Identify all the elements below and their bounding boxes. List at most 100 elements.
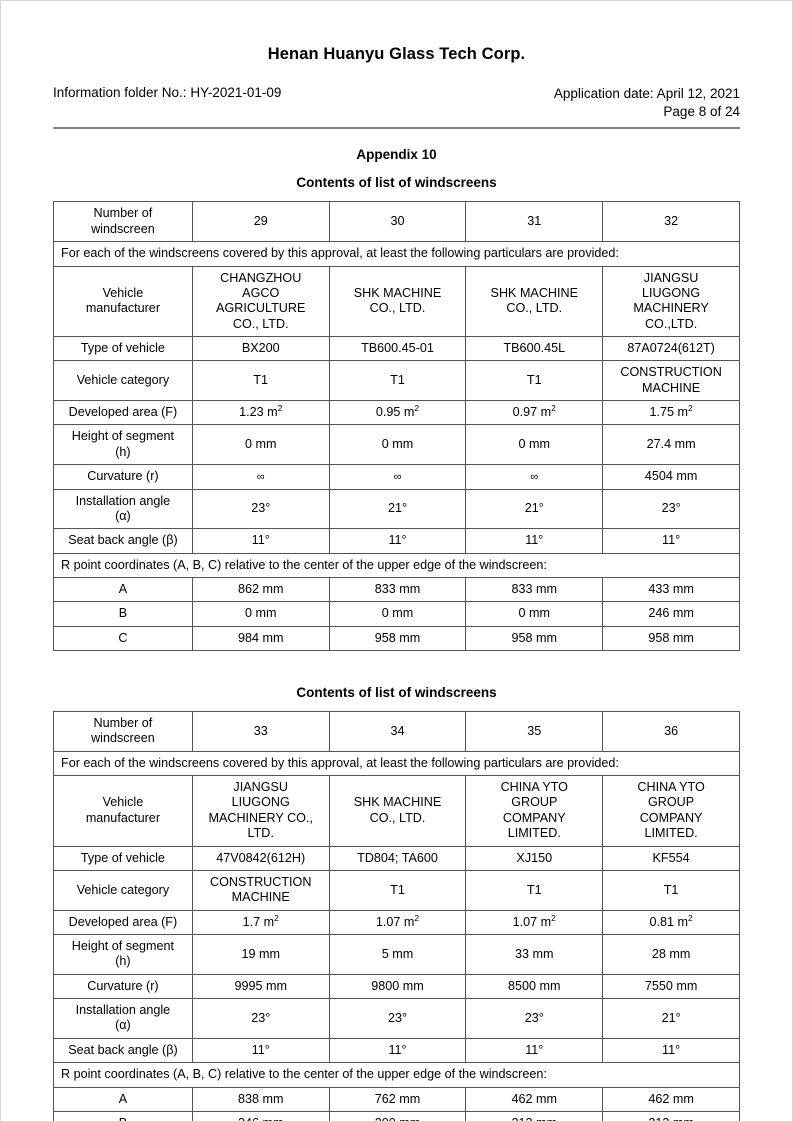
table-row-a: A 862 mm 833 mm 833 mm 433 mm bbox=[53, 576, 740, 603]
table-row-manufacturer: Vehicle manufacturer JIANGSU LIUGONG MACHIN… bbox=[53, 775, 740, 847]
cell-c-4: 958 mm bbox=[602, 625, 740, 652]
row-label-curvature: Curvature (r) bbox=[53, 973, 193, 1000]
table-row-height: Height of segment (h) 0 mm 0 mm 0 mm 27.4… bbox=[53, 424, 740, 466]
cell-install-angle-2: 21° bbox=[328, 488, 467, 530]
company-title: Henan Huanyu Glass Tech Corp. bbox=[267, 45, 526, 63]
cell-area-1: 1.7 m2 bbox=[191, 909, 330, 935]
row-label-install-angle: Installation angle (α) bbox=[53, 488, 193, 530]
table-caption-1: Contents of list of windscreens bbox=[296, 175, 497, 191]
cell-seat-angle-4: 11° bbox=[602, 1037, 740, 1064]
row-rpoint-note: R point coordinates (A, B, C) relative t… bbox=[53, 552, 740, 578]
table-row-type: Type of vehicle 47V0842(612H) TD804; TA6… bbox=[53, 845, 740, 871]
appendix-title: Appendix 10 bbox=[356, 147, 437, 163]
windscreen-table-1: Number of windscreen 29 30 31 32 For each… bbox=[53, 201, 740, 652]
cell-c-1: 984 mm bbox=[191, 625, 330, 652]
cell-category-4: CONSTRUCTION MACHINE bbox=[602, 360, 740, 402]
table-row-rpoint-note: R point coordinates (A, B, C) relative t… bbox=[53, 552, 740, 578]
cell-type-1: BX200 bbox=[191, 335, 330, 362]
row-label-manufacturer: Vehicle manufacturer bbox=[53, 775, 193, 847]
cell-install-angle-4: 23° bbox=[602, 488, 740, 530]
table-caption-2: Contents of list of windscreens bbox=[296, 685, 497, 701]
row-label-c: C bbox=[53, 625, 193, 652]
cell-manufacturer-1: JIANGSU LIUGONG MACHINERY CO., LTD. bbox=[191, 775, 330, 847]
table-row-install-angle: Installation angle (α) 23° 21° 21° 23° bbox=[53, 488, 740, 530]
meta-right-block: Application date: April 12, 2021 Page 8 … bbox=[554, 85, 740, 121]
cell-curvature-4: 7550 mm bbox=[602, 973, 740, 1000]
cell-number-1: 29 bbox=[191, 201, 330, 243]
cell-number-1: 33 bbox=[191, 711, 330, 752]
table-row-b: B 0 mm 0 mm 0 mm 246 mm bbox=[53, 601, 740, 627]
row-label-number: Number of windscreen bbox=[53, 711, 193, 752]
row-label-b: B bbox=[53, 1110, 193, 1121]
cell-a-1: 838 mm bbox=[191, 1086, 330, 1112]
table-row-number: Number of windscreen 29 30 31 32 bbox=[53, 201, 740, 243]
cell-manufacturer-3: SHK MACHINE CO., LTD. bbox=[465, 265, 604, 337]
cell-b-3: 212 mm bbox=[465, 1110, 604, 1121]
cell-number-2: 30 bbox=[328, 201, 467, 243]
table-row-c: C 984 mm 958 mm 958 mm 958 mm bbox=[53, 625, 740, 652]
header-divider bbox=[53, 127, 740, 130]
cell-height-3: 33 mm bbox=[465, 933, 604, 975]
cell-seat-angle-3: 11° bbox=[465, 528, 604, 554]
cell-manufacturer-2: SHK MACHINE CO., LTD. bbox=[328, 775, 467, 847]
cell-number-3: 35 bbox=[465, 711, 604, 752]
table-row-install-angle: Installation angle (α) 23° 23° 23° 21° bbox=[53, 998, 740, 1039]
row-label-manufacturer: Vehicle manufacturer bbox=[53, 265, 193, 337]
table-row-a: A 838 mm 762 mm 462 mm 462 mm bbox=[53, 1086, 740, 1112]
row-label-a: A bbox=[53, 576, 193, 603]
cell-category-2: T1 bbox=[328, 869, 467, 911]
cell-a-4: 433 mm bbox=[602, 576, 740, 603]
cell-category-1: CONSTRUCTION MACHINE bbox=[191, 869, 330, 911]
cell-install-angle-3: 23° bbox=[465, 998, 604, 1039]
cell-a-3: 462 mm bbox=[465, 1086, 604, 1112]
row-label-type: Type of vehicle bbox=[53, 335, 193, 362]
cell-area-1: 1.23 m2 bbox=[191, 400, 330, 426]
cell-b-4: 212 mm bbox=[602, 1110, 740, 1121]
row-label-install-angle: Installation angle (α) bbox=[53, 998, 193, 1039]
row-label-seat-angle: Seat back angle (β) bbox=[53, 1037, 193, 1064]
cell-install-angle-2: 23° bbox=[328, 998, 467, 1039]
row-label-seat-angle: Seat back angle (β) bbox=[53, 528, 193, 554]
cell-type-3: TB600.45L bbox=[465, 335, 604, 362]
cell-number-4: 32 bbox=[602, 201, 740, 243]
cell-curvature-1: 9995 mm bbox=[191, 973, 330, 1000]
row-particulars-note: For each of the windscreens covered by t… bbox=[53, 241, 740, 267]
cell-area-2: 1.07 m2 bbox=[328, 909, 467, 935]
application-date: Application date: April 12, 2021 bbox=[553, 86, 740, 101]
cell-c-3: 958 mm bbox=[465, 625, 604, 652]
row-label-type: Type of vehicle bbox=[53, 845, 193, 871]
row-label-curvature: Curvature (r) bbox=[53, 464, 193, 490]
cell-area-3: 0.97 m2 bbox=[465, 400, 604, 426]
cell-type-2: TD804; TA600 bbox=[328, 845, 467, 871]
row-label-area: Developed area (F) bbox=[53, 400, 193, 426]
row-label-number: Number of windscreen bbox=[53, 201, 193, 243]
cell-a-3: 833 mm bbox=[465, 576, 604, 603]
cell-height-3: 0 mm bbox=[465, 424, 604, 466]
cell-b-1: 246 mm bbox=[191, 1110, 330, 1121]
cell-b-2: 200 mm bbox=[328, 1110, 467, 1121]
cell-a-4: 462 mm bbox=[602, 1086, 740, 1112]
cell-a-2: 833 mm bbox=[328, 576, 467, 603]
cell-seat-angle-1: 11° bbox=[191, 528, 330, 554]
table-row-curvature: Curvature (r) 9995 mm 9800 mm 8500 mm 75… bbox=[53, 973, 740, 1000]
table-row-manufacturer: Vehicle manufacturer CHANGZHOU AGCO AGRICUL… bbox=[53, 265, 740, 337]
cell-type-2: TB600.45-01 bbox=[328, 335, 467, 362]
cell-manufacturer-3: CHINA YTO GROUP COMPANY LIMITED. bbox=[465, 775, 604, 847]
cell-a-2: 762 mm bbox=[328, 1086, 467, 1112]
row-label-area: Developed area (F) bbox=[53, 909, 193, 935]
row-rpoint-note: R point coordinates (A, B, C) relative t… bbox=[53, 1062, 740, 1088]
cell-area-4: 0.81 m2 bbox=[602, 909, 740, 935]
cell-c-2: 958 mm bbox=[328, 625, 467, 652]
cell-a-1: 862 mm bbox=[191, 576, 330, 603]
cell-area-4: 1.75 m2 bbox=[602, 400, 740, 426]
cell-install-angle-1: 23° bbox=[191, 488, 330, 530]
table-row-b: B 246 mm 200 mm 212 mm 212 mm bbox=[53, 1110, 740, 1121]
table-row-type: Type of vehicle BX200 TB600.45-01 TB600.… bbox=[53, 335, 740, 362]
cell-install-angle-1: 23° bbox=[191, 998, 330, 1039]
table-row-category: Vehicle category CONSTRUCTION MACHINE T1 … bbox=[53, 869, 740, 911]
cell-manufacturer-1: CHANGZHOU AGCO AGRICULTURE CO., LTD. bbox=[191, 265, 330, 337]
cell-number-2: 34 bbox=[328, 711, 467, 752]
cell-b-3: 0 mm bbox=[465, 601, 604, 627]
row-label-a: A bbox=[53, 1086, 193, 1112]
